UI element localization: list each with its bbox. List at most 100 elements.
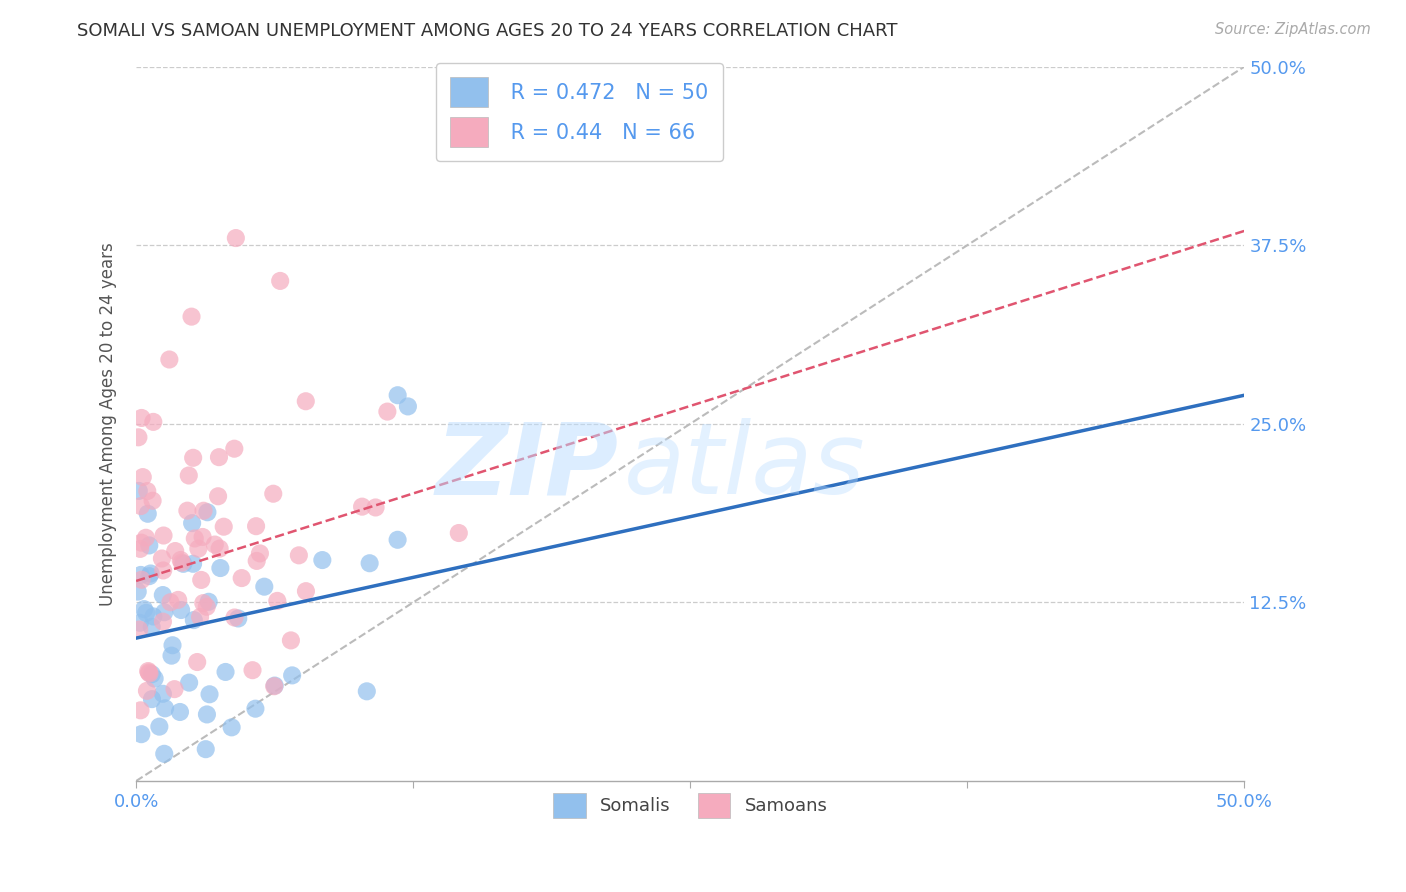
Point <box>138 666 160 681</box>
Point <box>127 430 149 444</box>
Point <box>221 720 243 734</box>
Point <box>131 411 153 425</box>
Point <box>179 675 201 690</box>
Point <box>225 231 247 245</box>
Point <box>165 544 187 558</box>
Point <box>141 620 163 634</box>
Point <box>132 602 155 616</box>
Point <box>266 594 288 608</box>
Point <box>231 571 253 585</box>
Point <box>129 703 152 717</box>
Point <box>193 504 215 518</box>
Point <box>141 667 163 681</box>
Point <box>311 553 333 567</box>
Point <box>142 415 165 429</box>
Point <box>170 603 193 617</box>
Point <box>129 541 152 556</box>
Point <box>193 596 215 610</box>
Point <box>245 519 267 533</box>
Point <box>129 499 152 513</box>
Point <box>153 747 176 761</box>
Point <box>207 489 229 503</box>
Point <box>181 450 204 465</box>
Point <box>172 557 194 571</box>
Point <box>157 352 180 367</box>
Point <box>139 566 162 581</box>
Point <box>195 599 218 614</box>
Point <box>352 500 374 514</box>
Point <box>142 493 165 508</box>
Point <box>152 687 174 701</box>
Point <box>135 606 157 620</box>
Point <box>396 400 419 414</box>
Point <box>135 531 157 545</box>
Point <box>214 665 236 679</box>
Point <box>224 442 246 456</box>
Point <box>190 573 212 587</box>
Point <box>138 569 160 583</box>
Point <box>159 595 181 609</box>
Point <box>253 580 276 594</box>
Point <box>226 611 249 625</box>
Point <box>128 623 150 637</box>
Point <box>191 530 214 544</box>
Point <box>294 394 316 409</box>
Y-axis label: Unemployment Among Ages 20 to 24 years: Unemployment Among Ages 20 to 24 years <box>100 242 117 606</box>
Point <box>128 483 150 498</box>
Point <box>387 533 409 547</box>
Point <box>160 648 183 663</box>
Point <box>152 564 174 578</box>
Point <box>176 503 198 517</box>
Point <box>138 538 160 552</box>
Point <box>242 663 264 677</box>
Point <box>180 310 202 324</box>
Point <box>143 672 166 686</box>
Point <box>138 665 160 680</box>
Point <box>162 638 184 652</box>
Point <box>129 568 152 582</box>
Point <box>212 519 235 533</box>
Point <box>280 633 302 648</box>
Point <box>249 546 271 560</box>
Point <box>183 613 205 627</box>
Point <box>208 450 231 465</box>
Point <box>136 507 159 521</box>
Point <box>209 561 232 575</box>
Point <box>364 500 387 515</box>
Point <box>152 615 174 629</box>
Point <box>152 588 174 602</box>
Point <box>281 668 304 682</box>
Point <box>136 484 159 499</box>
Point <box>131 727 153 741</box>
Point <box>153 605 176 619</box>
Point <box>181 557 204 571</box>
Point <box>132 470 155 484</box>
Point <box>136 664 159 678</box>
Point <box>245 701 267 715</box>
Point <box>356 684 378 698</box>
Point <box>181 516 204 530</box>
Point <box>170 556 193 570</box>
Point <box>188 610 211 624</box>
Point <box>295 584 318 599</box>
Point <box>128 615 150 630</box>
Point <box>141 692 163 706</box>
Point <box>127 584 149 599</box>
Point <box>197 505 219 519</box>
Point <box>170 553 193 567</box>
Text: SOMALI VS SAMOAN UNEMPLOYMENT AMONG AGES 20 TO 24 YEARS CORRELATION CHART: SOMALI VS SAMOAN UNEMPLOYMENT AMONG AGES… <box>77 22 898 40</box>
Point <box>224 610 246 624</box>
Point <box>186 655 208 669</box>
Point <box>377 404 399 418</box>
Point <box>131 573 153 587</box>
Point <box>184 532 207 546</box>
Point <box>136 683 159 698</box>
Point <box>447 526 470 541</box>
Point <box>142 609 165 624</box>
Point <box>198 687 221 701</box>
Point <box>153 701 176 715</box>
Point <box>167 593 190 607</box>
Point <box>262 487 284 501</box>
Point <box>246 554 269 568</box>
Point <box>194 742 217 756</box>
